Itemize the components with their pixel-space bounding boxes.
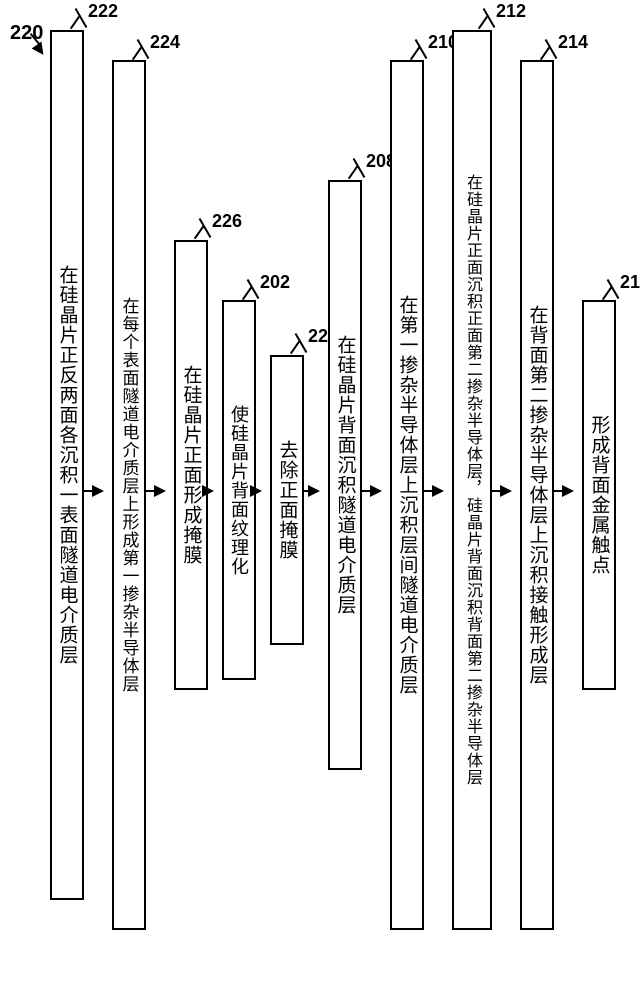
flow-arrow	[146, 490, 164, 492]
flow-node-224: 在每个表面隧道电介质层上形成第一掺杂半导体层	[112, 60, 146, 930]
ref-tick-arrow	[242, 278, 260, 306]
flow-node-ref: 216	[620, 272, 640, 293]
flow-arrow	[208, 490, 212, 492]
flow-node-210: 在第一掺杂半导体层上沉积层间隧道电介质层	[390, 60, 424, 930]
ref-tick-arrow	[194, 217, 212, 245]
ref-tick-arrow	[410, 38, 428, 66]
flow-arrow	[304, 490, 318, 492]
flow-node-label: 在硅晶片正面形成掩膜	[182, 365, 201, 565]
flow-node-212: 在硅晶片正面沉积正面第二掺杂半导体层，硅晶片背面沉积背面第二掺杂半导体层	[452, 30, 492, 930]
ref-tick-arrow	[70, 7, 88, 35]
flow-arrow	[84, 490, 102, 492]
flow-node-label: 在硅晶片背面沉积隧道电介质层	[336, 335, 355, 615]
ref-tick-arrow	[540, 38, 558, 66]
flow-node-226: 在硅晶片正面形成掩膜	[174, 240, 208, 690]
ref-tick-arrow	[478, 7, 496, 35]
flow-node-label: 在硅晶片正反两面各沉积一表面隧道电介质层	[58, 265, 77, 665]
flow-node-ref: 222	[88, 1, 118, 22]
flow-arrow	[256, 490, 260, 492]
flow-node-208: 在硅晶片背面沉积隧道电介质层	[328, 180, 362, 770]
flow-node-ref: 202	[260, 272, 290, 293]
flow-node-label: 在第一掺杂半导体层上沉积层间隧道电介质层	[398, 295, 417, 695]
flow-arrow	[362, 490, 380, 492]
flow-node-222: 在硅晶片正反两面各沉积一表面隧道电介质层	[50, 30, 84, 900]
flow-node-216: 形成背面金属触点	[582, 300, 616, 690]
flow-arrow	[424, 490, 442, 492]
flow-node-214: 在背面第二掺杂半导体层上沉积接触形成层	[520, 60, 554, 930]
flowchart-stage: 220在硅晶片正反两面各沉积一表面隧道电介质层222在每个表面隧道电介质层上形成…	[0, 0, 640, 1000]
flow-arrow	[554, 490, 572, 492]
flow-arrow	[492, 490, 510, 492]
flow-node-ref: 212	[496, 1, 526, 22]
flow-node-label: 形成背面金属触点	[590, 415, 609, 575]
flow-node-228: 去除正面掩膜	[270, 355, 304, 645]
flow-node-label: 在硅晶片正面沉积正面第二掺杂半导体层，硅晶片背面沉积背面第二掺杂半导体层	[464, 174, 480, 786]
flow-node-label: 在每个表面隧道电介质层上形成第一掺杂半导体层	[121, 297, 138, 693]
flow-node-label: 在背面第二掺杂半导体层上沉积接触形成层	[528, 305, 547, 685]
ref-tick-arrow	[290, 332, 308, 360]
flow-node-ref: 226	[212, 211, 242, 232]
flow-node-label: 使硅晶片背面纹理化	[230, 405, 248, 576]
flow-node-ref: 224	[150, 32, 180, 53]
ref-tick-arrow	[348, 157, 366, 185]
flow-node-ref: 214	[558, 32, 588, 53]
flow-node-label: 去除正面掩膜	[278, 440, 297, 560]
ref-tick-arrow	[602, 278, 620, 306]
ref-tick-arrow	[132, 38, 150, 66]
